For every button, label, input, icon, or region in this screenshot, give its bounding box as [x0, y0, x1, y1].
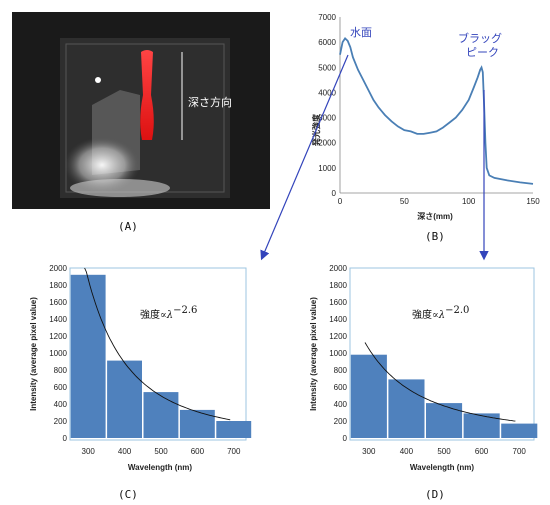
- chart-d-bar: [463, 413, 500, 438]
- chart-b-ytick: 0: [332, 189, 337, 198]
- chart-c-xtick: 600: [191, 447, 205, 456]
- spectrum-chart-d: Intensity (average pixel value) Waveleng…: [309, 264, 538, 472]
- chart-c-ytick: 200: [54, 417, 68, 426]
- chart-d-ytick: 800: [334, 366, 348, 375]
- chart-d-xtick: 700: [513, 447, 527, 456]
- chart-c-ylabel: Intensity (average pixel value): [29, 297, 38, 411]
- chart-d-ytick: 600: [334, 383, 348, 392]
- chart-b-ytick: 5000: [318, 63, 336, 72]
- chart-c-formula: 強度∝λ−2.6: [140, 305, 197, 321]
- chart-d-ytick: 2000: [329, 264, 347, 273]
- depth-profile-chart: 発光強度 深さ(mm) 水面 ブラッグ ピーク 0100020003000400…: [311, 13, 540, 221]
- chart-d-ytick: 0: [343, 434, 348, 443]
- proton-beam: [140, 50, 154, 140]
- chart-c-ytick: 1400: [49, 315, 67, 324]
- chart-d-frame: [349, 267, 535, 441]
- chart-d-xtick: 400: [400, 447, 414, 456]
- chart-d-ytick: 200: [334, 417, 348, 426]
- chart-c-bar: [216, 421, 252, 438]
- water-surface-label: 水面: [350, 26, 372, 39]
- chart-c-ytick: 1800: [49, 281, 67, 290]
- chart-c-ytick: 0: [63, 434, 68, 443]
- chart-c-ytick: 1600: [49, 298, 67, 307]
- chart-d-formula-text: 強度∝: [412, 308, 439, 321]
- chart-d-ytick: 400: [334, 400, 348, 409]
- chart-b-ytick: 3000: [318, 114, 336, 123]
- chart-c-ytick: 800: [54, 366, 68, 375]
- chart-d-bar: [388, 379, 425, 438]
- chart-b-ytick: 1000: [318, 164, 336, 173]
- chart-c-xtick: 400: [118, 447, 132, 456]
- chart-b-ytick: 7000: [318, 13, 336, 22]
- chart-d-ytick: 1600: [329, 298, 347, 307]
- chart-c-frame: [69, 267, 247, 441]
- chart-c-xtick: 700: [227, 447, 241, 456]
- chart-d-formula-exp: −2.0: [445, 305, 469, 316]
- chart-d-xtick: 500: [437, 447, 451, 456]
- panel-label-c: (C): [118, 488, 138, 501]
- bragg-label-line1: ブラッグ: [458, 31, 502, 45]
- chart-c-formula-text: 強度∝: [140, 308, 167, 321]
- chart-d-ytick: 1000: [329, 349, 347, 358]
- chart-c-ytick: 400: [54, 400, 68, 409]
- bragg-label-line2: ピーク: [466, 46, 499, 59]
- chart-c-xtick: 500: [154, 447, 168, 456]
- chart-b-xtick: 50: [400, 197, 409, 206]
- chart-d-fit-curve: [364, 342, 516, 422]
- arrow-to-c: [260, 54, 349, 261]
- chart-c-formula-exp: −2.6: [173, 305, 197, 316]
- chart-c-ytick: 1000: [49, 349, 67, 358]
- chart-c-ytick: 1200: [49, 332, 67, 341]
- chart-b-ytick: 4000: [318, 88, 336, 97]
- chart-c-bar: [143, 392, 179, 438]
- chart-d-ytick: 1800: [329, 281, 347, 290]
- chart-c-bar: [70, 274, 106, 438]
- chart-c-ytick: 600: [54, 383, 68, 392]
- chart-d-bar: [501, 423, 538, 438]
- chart-d-xlabel: Wavelength (nm): [410, 463, 474, 472]
- chart-d-ytick: 1400: [329, 315, 347, 324]
- reflection-dot: [95, 77, 101, 83]
- panel-label-d: (D): [425, 488, 445, 501]
- chart-b-series-line: [339, 37, 534, 185]
- spectrum-chart-c: Intensity (average pixel value) Waveleng…: [29, 264, 252, 472]
- depth-direction-label: 深さ方向: [188, 95, 232, 109]
- chart-b-ytick: 2000: [318, 139, 336, 148]
- chart-c-xlabel: Wavelength (nm): [128, 463, 192, 472]
- chart-c-bar: [107, 360, 142, 438]
- chart-c-bar: [179, 409, 215, 438]
- chart-d-formula: 強度∝λ−2.0: [412, 305, 469, 321]
- light-glare: [64, 137, 140, 193]
- chart-d-xtick: 300: [362, 447, 376, 456]
- photo-panel: 深さ方向: [12, 12, 270, 209]
- chart-d-bar: [426, 403, 463, 438]
- chart-d-xtick: 600: [475, 447, 489, 456]
- bottom-glare: [70, 179, 170, 197]
- chart-b-xtick: 100: [462, 197, 476, 206]
- chart-b-ytick: 6000: [318, 38, 336, 47]
- chart-c-xtick: 300: [82, 447, 96, 456]
- chart-d-ylabel: Intensity (average pixel value): [309, 297, 318, 411]
- chart-c-fit-curve: [84, 267, 231, 421]
- chart-c-ytick: 2000: [49, 264, 67, 273]
- chart-c-formula-lambda: λ: [166, 310, 173, 321]
- chart-d-bar: [350, 354, 387, 438]
- chart-d-ytick: 1200: [329, 332, 347, 341]
- chart-d-formula-lambda: λ: [438, 310, 445, 321]
- chart-b-xtick: 0: [338, 197, 343, 206]
- chart-b-xtick: 150: [526, 197, 540, 206]
- chart-b-xlabel: 深さ(mm): [417, 211, 453, 221]
- panel-label-b: (B): [425, 230, 445, 243]
- panel-label-a: (A): [118, 220, 138, 233]
